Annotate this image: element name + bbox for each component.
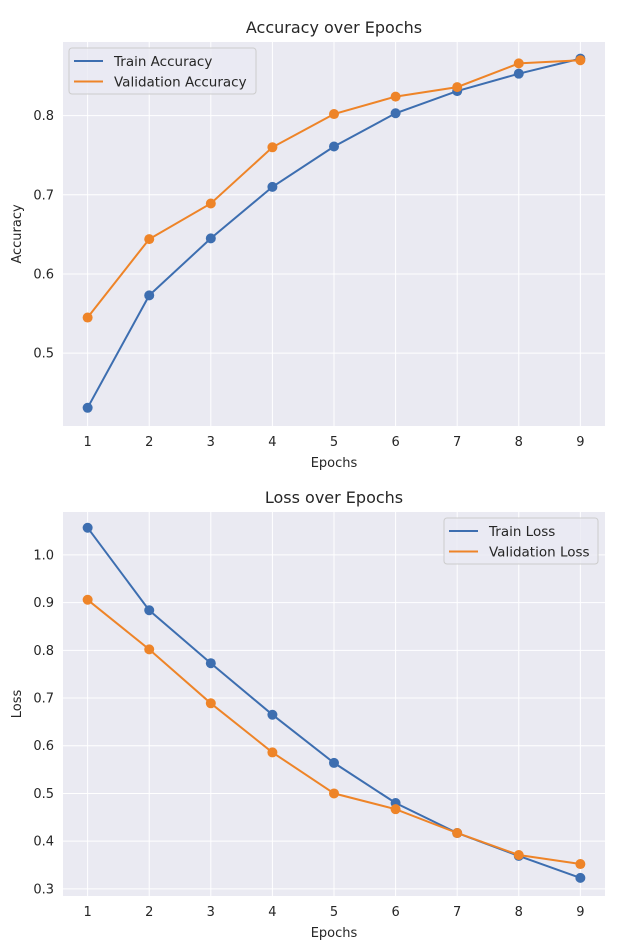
legend-label: Train Loss (488, 524, 555, 540)
data-point-validation (205, 198, 216, 209)
data-point-train (144, 605, 155, 616)
data-point-validation (513, 849, 524, 860)
x-tick-label: 5 (330, 905, 338, 920)
legend: Train Loss Validation Loss (443, 517, 599, 565)
loss-chart: 1 2 3 4 5 6 7 8 9 0.3 0.4 0.5 0.6 0.7 0.8 0.9 1.0 Loss ov… (10, 488, 605, 941)
legend-box (68, 47, 257, 95)
x-tick-label: 7 (453, 435, 461, 450)
data-point-validation (329, 109, 339, 120)
data-point-train (329, 757, 339, 768)
data-point-validation (390, 804, 401, 815)
x-tick-label: 2 (145, 435, 153, 450)
y-tick-label: 0.5 (33, 787, 54, 802)
data-point-validation (452, 828, 463, 839)
x-axis-label: Epochs (311, 926, 358, 941)
y-tick-label: 0.8 (33, 644, 54, 659)
y-tick-label: 0.5 (33, 347, 54, 362)
y-tick-label: 0.3 (33, 882, 54, 897)
data-point-validation (82, 312, 93, 323)
x-tick-label: 7 (453, 905, 461, 920)
y-tick-label: 0.6 (33, 267, 54, 282)
y-tick-label: 0.9 (33, 596, 54, 611)
x-tick-label: 4 (268, 905, 276, 920)
data-point-validation (329, 788, 339, 799)
data-point-validation (205, 698, 216, 709)
data-point-train (82, 522, 93, 533)
data-point-validation (452, 82, 463, 93)
x-tick-label: 6 (391, 435, 399, 450)
data-point-train (513, 68, 524, 79)
data-point-train (575, 872, 586, 883)
data-point-train (390, 108, 401, 119)
y-tick-label: 0.8 (33, 109, 54, 124)
data-point-train (205, 658, 216, 669)
y-tick-label: 0.6 (33, 739, 54, 754)
data-point-validation (267, 142, 278, 153)
chart-title: Accuracy over Epochs (246, 18, 422, 37)
data-point-train (267, 181, 278, 192)
legend-box (443, 517, 599, 565)
data-point-train (267, 709, 278, 720)
x-tick-label: 6 (391, 905, 399, 920)
x-tick-label: 5 (330, 435, 338, 450)
data-point-train (205, 233, 216, 244)
data-point-validation (267, 747, 278, 758)
data-point-validation (144, 644, 155, 655)
legend: Train Accuracy Validation Accuracy (68, 47, 257, 95)
y-tick-label: 0.4 (33, 835, 54, 850)
y-axis-label: Loss (10, 690, 25, 719)
data-point-validation (82, 594, 93, 605)
accuracy-chart: 1 2 3 4 5 6 7 8 9 0.5 0.6 0.7 0.8 Accuracy over Epoch… (10, 18, 605, 471)
x-tick-label: 9 (576, 905, 584, 920)
y-tick-label: 0.7 (33, 188, 54, 203)
x-tick-label: 3 (207, 905, 215, 920)
data-point-train (144, 290, 155, 301)
chart-title: Loss over Epochs (265, 488, 403, 507)
x-tick-label: 1 (83, 905, 91, 920)
x-tick-label: 8 (515, 435, 523, 450)
data-point-train (329, 141, 339, 152)
x-tick-label: 8 (515, 905, 523, 920)
x-tick-label: 9 (576, 435, 584, 450)
x-tick-label: 1 (83, 435, 91, 450)
x-tick-label: 4 (268, 435, 276, 450)
legend-label: Train Accuracy (113, 54, 212, 70)
legend-label: Validation Accuracy (114, 75, 247, 91)
x-tick-label: 2 (145, 905, 153, 920)
y-tick-label: 1.0 (33, 548, 54, 563)
data-point-validation (144, 234, 155, 245)
data-point-validation (390, 91, 401, 102)
data-point-validation (575, 859, 586, 870)
y-axis-label: Accuracy (10, 204, 25, 264)
x-axis-label: Epochs (311, 456, 358, 471)
data-point-validation (513, 58, 524, 69)
data-point-validation (575, 55, 586, 66)
x-tick-label: 3 (207, 435, 215, 450)
y-tick-label: 0.7 (33, 692, 54, 707)
legend-label: Validation Loss (489, 545, 590, 561)
data-point-train (82, 402, 93, 413)
